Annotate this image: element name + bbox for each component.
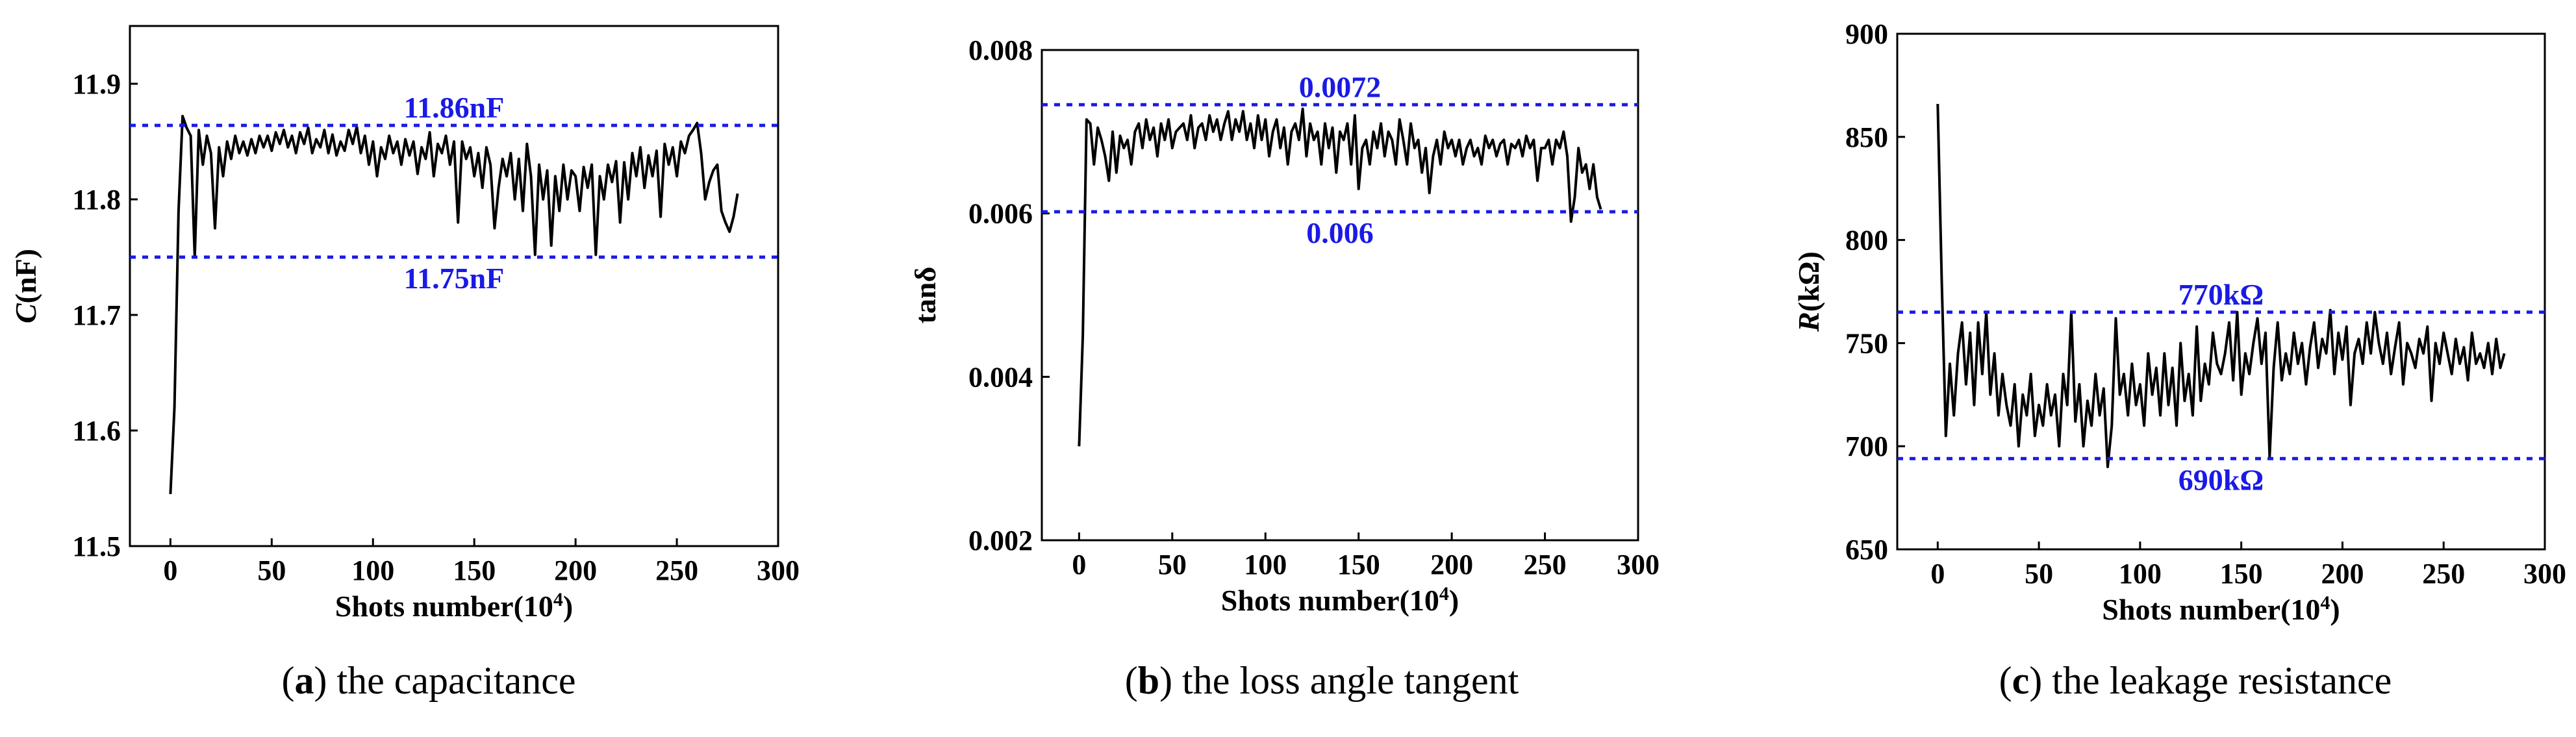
x-tick-label: 200 xyxy=(554,555,597,586)
x-tick-label: 50 xyxy=(257,555,286,586)
y-tick-label: 800 xyxy=(1845,225,1888,256)
y-axis-label: R(kΩ) xyxy=(1792,251,1825,332)
subfigure-caption: (c) the leakage resistance xyxy=(1999,659,2392,702)
reference-line-label: 0.0072 xyxy=(1299,70,1382,103)
reference-line-label: 11.75nF xyxy=(404,262,505,295)
reference-line-label: 690kΩ xyxy=(2178,463,2264,496)
x-tick-label: 300 xyxy=(1617,549,1660,581)
chart-loss-tangent: 0 50 100 150 200 250 300 0.002 0.004 0.006 0.008 Sh… xyxy=(909,34,1660,702)
x-tick-label: 100 xyxy=(1244,549,1287,581)
x-axis-label: Shots number(104) xyxy=(335,589,573,623)
y-tick-label: 11.5 xyxy=(72,531,121,562)
x-tick-label: 0 xyxy=(1072,549,1086,581)
x-tick-label: 150 xyxy=(2220,558,2263,590)
data-series-line xyxy=(169,114,739,494)
y-tick-label: 850 xyxy=(1845,121,1888,153)
chart-capacitance: 0 50 100 150 200 250 300 11.5 11.6 11.7 11.8 11.9 Sh… xyxy=(9,25,800,702)
reference-line-label: 770kΩ xyxy=(2178,278,2264,311)
x-tick-label: 250 xyxy=(1524,549,1567,581)
y-axis-label: tanδ xyxy=(909,267,942,324)
chart-leakage-resistance: 0 50 100 150 200 250 300 650 700 750 800 850 900 Shot… xyxy=(1792,18,2566,702)
y-tick-label: 11.7 xyxy=(72,299,121,331)
y-tick-label: 11.6 xyxy=(72,415,121,447)
data-series-line xyxy=(1078,107,1602,447)
plot-frame xyxy=(1896,32,2546,551)
y-tick-label: 700 xyxy=(1845,431,1888,462)
reference-line-label: 11.86nF xyxy=(404,91,505,124)
y-tick-label: 11.8 xyxy=(72,184,121,216)
y-tick-label: 0.002 xyxy=(968,525,1033,556)
subfigure-caption: (b) the loss angle tangent xyxy=(1125,659,1519,702)
x-tick-label: 250 xyxy=(2422,558,2465,590)
x-tick-label: 0 xyxy=(1930,558,1945,590)
x-tick-label: 100 xyxy=(351,555,394,586)
x-tick-label: 50 xyxy=(2025,558,2053,590)
y-tick-label: 750 xyxy=(1845,327,1888,359)
y-tick-label: 650 xyxy=(1845,534,1888,566)
x-tick-label: 150 xyxy=(1337,549,1380,581)
x-tick-label: 50 xyxy=(1158,549,1187,581)
data-series-line xyxy=(1936,103,2506,468)
plot-frame xyxy=(1041,49,1639,542)
y-tick-label: 11.9 xyxy=(72,68,121,100)
reference-line-label: 0.006 xyxy=(1306,216,1374,249)
y-axis-label: C(nF) xyxy=(9,249,42,323)
x-tick-label: 100 xyxy=(2119,558,2162,590)
x-axis-label: Shots number(104) xyxy=(1221,583,1459,618)
x-tick-label: 300 xyxy=(2523,558,2566,590)
y-tick-label: 0.004 xyxy=(968,361,1033,393)
x-tick-label: 0 xyxy=(163,555,177,586)
x-tick-label: 300 xyxy=(757,555,800,586)
x-tick-label: 200 xyxy=(2321,558,2364,590)
x-tick-label: 250 xyxy=(655,555,698,586)
x-axis-label: Shots number(104) xyxy=(2102,592,2340,627)
plot-frame xyxy=(129,25,779,547)
y-tick-label: 0.006 xyxy=(968,198,1033,230)
subfigure-caption: (a) the capacitance xyxy=(281,659,575,702)
y-tick-label: 0.008 xyxy=(968,34,1033,66)
x-tick-label: 150 xyxy=(453,555,496,586)
y-tick-label: 900 xyxy=(1845,18,1888,50)
x-tick-label: 200 xyxy=(1430,549,1473,581)
